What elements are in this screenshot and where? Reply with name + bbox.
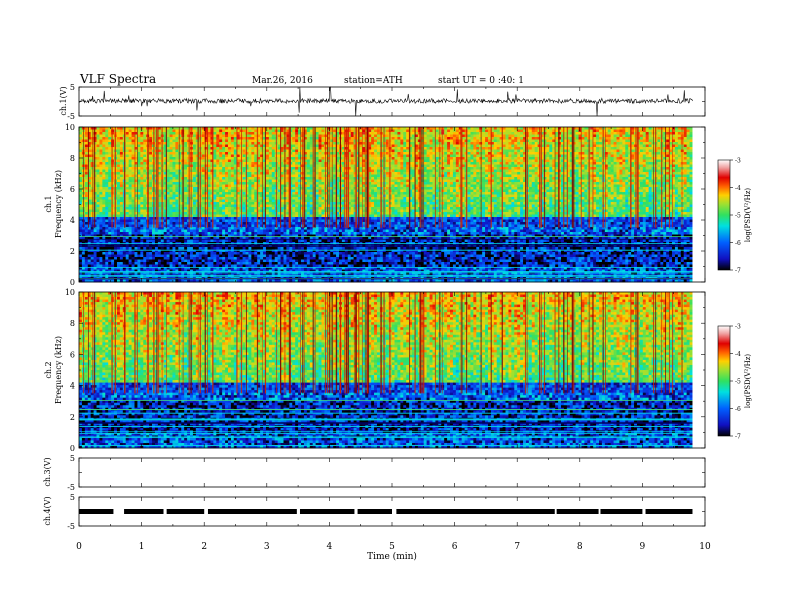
chart-title: VLF Spectra: [79, 72, 156, 86]
ch1-waveform-ytick--5: -5: [67, 112, 75, 121]
ch1-waveform-trace: [79, 87, 692, 116]
ch1-spectrogram-ytick-10: 10: [65, 123, 75, 132]
colorbar-ticks: -3 -4 -5 -6 -7 -3 -4 -5 -6 -7: [730, 158, 741, 441]
ch2-spectrogram-ytick-2: 2: [70, 413, 75, 422]
ch4-volt-axis-label: ch.4(V): [43, 496, 52, 525]
ch4-waveform-ytick-5: 5: [70, 493, 75, 502]
ch1-spectrogram: [79, 127, 705, 282]
x-tick-label-1: 1: [139, 542, 145, 552]
colorbar-ch2-label: log(PSD(V²/Hz): [744, 354, 752, 409]
x-axis-label: Time (min): [367, 551, 417, 562]
colorbar2-tick--7: -7: [735, 434, 741, 441]
vlf-spectra-chart: VLF Spectra Mar.26, 2016 station=ATH sta…: [0, 0, 792, 612]
x-tick-label-2: 2: [201, 542, 207, 552]
colorbar1-tick--7: -7: [735, 268, 741, 275]
ch2-spectrogram-channel-label: ch.2: [44, 361, 53, 378]
colorbar-ch1-gradient: [718, 160, 730, 270]
colorbar2-tick--4: -4: [735, 351, 741, 358]
ch2-spectrogram-ytick-4: 4: [70, 382, 75, 391]
ch1-waveform-ytick-5: 5: [70, 83, 75, 92]
ch2-spectrogram-ytick-6: 6: [70, 350, 75, 359]
x-tick-label-4: 4: [327, 542, 333, 552]
ch2-spectrogram-ytick-10: 10: [65, 288, 75, 297]
colorbar1-tick--6: -6: [735, 240, 741, 247]
x-tick-label-7: 7: [514, 542, 520, 552]
ch2-frequency-axis-label: Frequency (kHz): [54, 336, 63, 404]
ch1-spectrogram-ytick-8: 8: [70, 154, 75, 163]
x-tick-label-10: 10: [699, 542, 711, 552]
ch3-waveform-ytick-5: 5: [70, 454, 75, 463]
spectrogram-layer: [79, 127, 705, 448]
colorbar2-tick--5: -5: [735, 379, 741, 386]
ch2-spectrogram-ytick-0: 0: [70, 444, 75, 453]
ch1-spectrogram-ytick-2: 2: [70, 247, 75, 256]
x-tick-label-3: 3: [264, 542, 270, 552]
colorbar-ch1-label: log(PSD(V²/Hz): [744, 188, 752, 243]
ch1-spectrogram-ytick-4: 4: [70, 216, 75, 225]
colorbar-ch2-gradient: [718, 326, 730, 436]
ch1-spectrogram-ytick-0: 0: [70, 278, 75, 287]
date-label: Mar.26, 2016: [252, 76, 313, 86]
colorbar2-tick--6: -6: [735, 406, 741, 413]
x-tick-label-8: 8: [577, 542, 583, 552]
colorbar1-tick--5: -5: [735, 213, 741, 220]
ch2-spectrogram-ytick-8: 8: [70, 319, 75, 328]
ch4-waveform-ytick--5: -5: [67, 522, 75, 531]
colorbar1-tick--3: -3: [735, 158, 741, 165]
colorbar2-tick--3: -3: [735, 324, 741, 331]
colorbar1-tick--4: -4: [735, 185, 741, 192]
ch2-spectrogram: [79, 292, 705, 448]
ch1-frequency-axis-label: Frequency (kHz): [54, 170, 63, 238]
x-tick-label-6: 6: [452, 542, 458, 552]
ch1-spectrogram-channel-label: ch.1: [44, 195, 53, 212]
x-tick-label-9: 9: [640, 542, 646, 552]
ch1-spectrogram-ytick-6: 6: [70, 185, 75, 194]
ch1-volt-axis-label: ch.1(V): [59, 86, 68, 115]
ch3-waveform-ytick--5: -5: [67, 483, 75, 492]
station-label: station=ATH: [344, 76, 403, 86]
x-tick-label-0: 0: [76, 542, 82, 552]
start-time-label: start UT = 0 :40: 1: [438, 76, 524, 86]
ch3-volt-axis-label: ch.3(V): [43, 457, 52, 486]
x-tick-label-5: 5: [389, 542, 395, 552]
ch4-waveform-trace: [79, 509, 692, 514]
